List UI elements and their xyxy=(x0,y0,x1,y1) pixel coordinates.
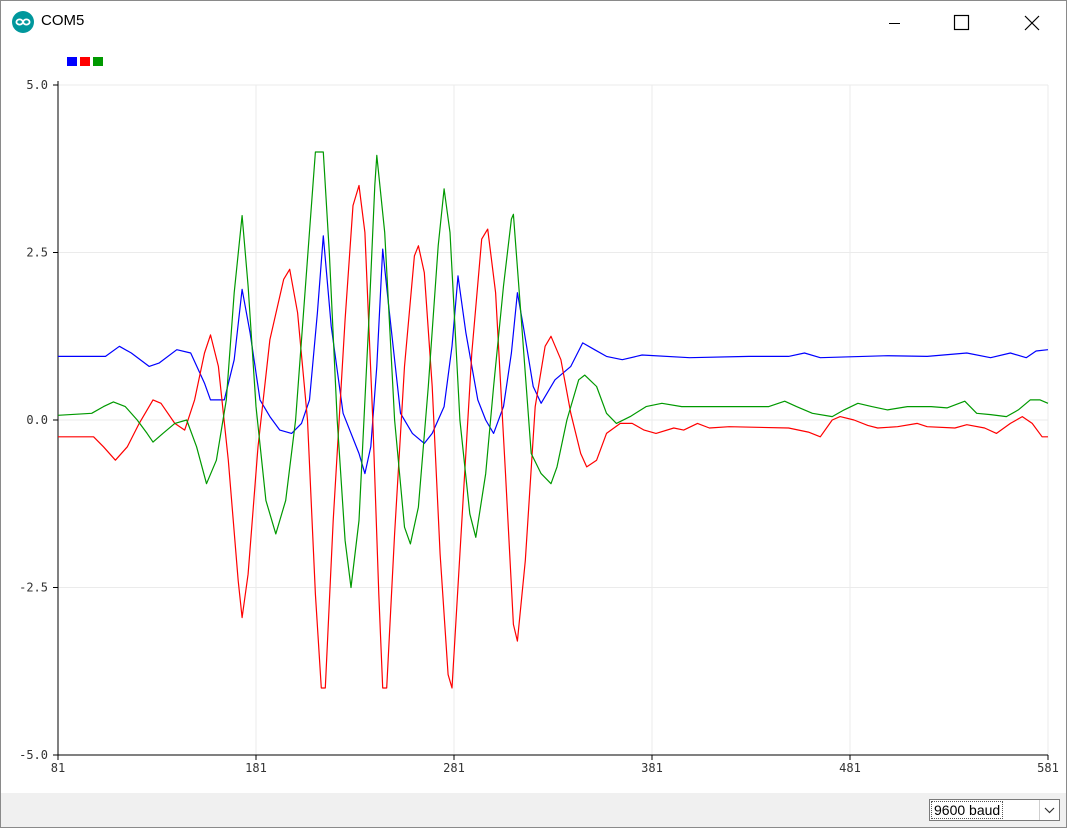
close-button[interactable] xyxy=(1008,1,1054,45)
grid-lines xyxy=(58,84,1049,756)
minimize-icon xyxy=(889,23,900,24)
baud-rate-value: 9600 baud xyxy=(930,801,1004,819)
x-tick-label: 481 xyxy=(839,761,861,775)
close-icon xyxy=(1024,15,1040,31)
series-line-1 xyxy=(58,235,1049,475)
x-tick-label: 581 xyxy=(1037,761,1059,775)
chevron-down-icon xyxy=(1044,807,1055,814)
axes: 81 181 281 381 481 581 5.0 2.5 0.0 -2.5 -5.0 xyxy=(19,78,1059,775)
legend-swatch xyxy=(80,57,90,66)
y-tick-label: 5.0 xyxy=(26,78,48,92)
status-bar: 9600 baud xyxy=(1,793,1066,827)
serial-plot-chart: 81 181 281 381 481 581 5.0 2.5 0.0 -2.5 -5.0 xyxy=(19,57,1059,775)
series-line-3 xyxy=(57,151,1049,589)
x-tick-label: 181 xyxy=(245,761,267,775)
x-tick-label: 281 xyxy=(443,761,465,775)
legend xyxy=(67,57,103,66)
y-tick-label: 2.5 xyxy=(26,246,48,260)
series-line-2 xyxy=(58,184,1048,689)
y-tick-label: -2.5 xyxy=(19,581,48,595)
window-title: COM5 xyxy=(41,12,85,29)
dropdown-arrow-button[interactable] xyxy=(1039,800,1059,820)
baud-rate-select[interactable]: 9600 baud xyxy=(929,799,1060,821)
title-bar[interactable]: COM5 xyxy=(1,1,1066,45)
arduino-infinity-icon xyxy=(12,11,34,33)
x-tick-label: 381 xyxy=(641,761,663,775)
legend-swatch xyxy=(93,57,103,66)
maximize-icon xyxy=(953,14,970,31)
series-lines xyxy=(57,151,1049,689)
y-tick-label: -5.0 xyxy=(19,748,48,762)
maximize-button[interactable] xyxy=(938,1,984,45)
minimize-button[interactable] xyxy=(871,1,917,45)
y-tick-label: 0.0 xyxy=(26,413,48,427)
legend-swatch xyxy=(67,57,77,66)
x-tick-label: 81 xyxy=(51,761,65,775)
